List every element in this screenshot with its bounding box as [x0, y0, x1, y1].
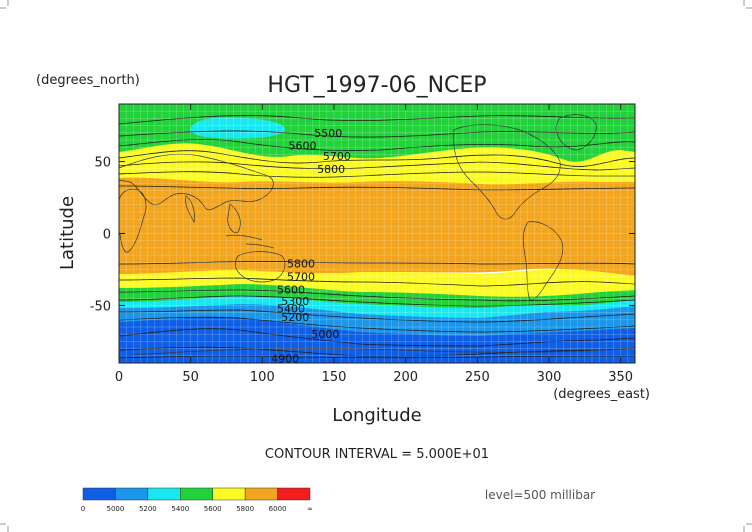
contour-label: 5800 — [317, 163, 345, 176]
color-scale-label: 5800 — [236, 505, 254, 513]
color-scale-swatch — [277, 487, 311, 501]
x-tick-label: 150 — [322, 370, 347, 385]
map-plot-area: 5500560057005800580057005600530054005200… — [119, 104, 635, 366]
x-tick-label: 50 — [182, 370, 199, 385]
color-scale-label: 6000 — [269, 505, 287, 513]
color-scale-label: 5000 — [107, 505, 125, 513]
color-scale-label: ∞ — [307, 505, 313, 513]
color-scale-swatch — [244, 487, 278, 501]
color-scale-swatch — [212, 487, 246, 501]
contour-label: 5000 — [311, 328, 339, 341]
y-tick-label: -50 — [90, 299, 111, 314]
x-axis-label: Longitude — [332, 405, 422, 426]
contour-labels: 5500560057005800580057005600530054005200… — [271, 127, 351, 366]
x-tick-label: 100 — [250, 370, 275, 385]
color-scale-label: 0 — [81, 505, 85, 513]
eurasia-outline — [119, 153, 274, 211]
color-scale-label: 5400 — [171, 505, 189, 513]
band-below-5000-antarctic — [119, 317, 635, 363]
antarctica-outline — [119, 347, 635, 357]
indonesia-outline — [225, 234, 275, 249]
color-scale-swatch — [115, 487, 149, 501]
x-units-label: (degrees_east) — [553, 387, 650, 402]
color-scale-swatch — [82, 487, 116, 501]
x-tick-label: 200 — [393, 370, 418, 385]
contour-label: 5600 — [288, 140, 316, 153]
x-tick-label: 300 — [537, 370, 562, 385]
chart-title: HGT_1997-06_NCEP — [267, 73, 486, 98]
axis-ticks: 0 50 100 150 200 250 300 350 50 0 -50 — [90, 104, 635, 385]
x-tick-label: 250 — [465, 370, 490, 385]
india-outline — [185, 195, 195, 224]
africa-outline — [119, 188, 147, 253]
field-bands — [119, 104, 635, 363]
coastline-outlines — [119, 114, 635, 357]
x-tick-label: 350 — [608, 370, 633, 385]
contour-label: 5600 — [277, 284, 305, 297]
band-5800-6000-tropics — [119, 177, 635, 276]
color-scale-label: 5600 — [204, 505, 222, 513]
y-units-label: (degrees_north) — [36, 73, 140, 88]
color-scale: 0 5000 5200 5400 5600 5800 6000 ∞ — [81, 487, 313, 513]
gridlines — [119, 104, 635, 363]
contour-label: 5300 — [281, 295, 309, 308]
color-scale-swatch — [180, 487, 213, 501]
se-asia-outline — [227, 203, 241, 234]
y-tick-label: 50 — [94, 156, 111, 171]
north-america-outline — [453, 124, 561, 220]
contour-label: 5200 — [281, 311, 309, 324]
x-tick-label: 0 — [115, 370, 123, 385]
y-axis-label: Latitude — [57, 196, 78, 270]
y-tick-label: 0 — [103, 228, 111, 243]
contour-label: 5800 — [287, 258, 315, 271]
australia-outline — [234, 251, 286, 283]
contour-label: 4900 — [271, 353, 299, 366]
contour-lines — [119, 115, 635, 359]
contour-label: 5700 — [287, 271, 315, 284]
contour-label: 5700 — [323, 150, 351, 163]
south-america-outline — [522, 221, 564, 301]
color-scale-label: 5200 — [139, 505, 157, 513]
band-5200-5400-arctic — [190, 117, 285, 139]
contour-interval-note: CONTOUR INTERVAL = 5.000E+01 — [265, 447, 489, 462]
level-note: level=500 millibar — [485, 488, 595, 502]
color-scale-swatch — [147, 487, 181, 501]
contour-label: 5500 — [314, 127, 342, 140]
contour-label: 5400 — [277, 302, 305, 315]
greenland-outline — [555, 114, 597, 151]
